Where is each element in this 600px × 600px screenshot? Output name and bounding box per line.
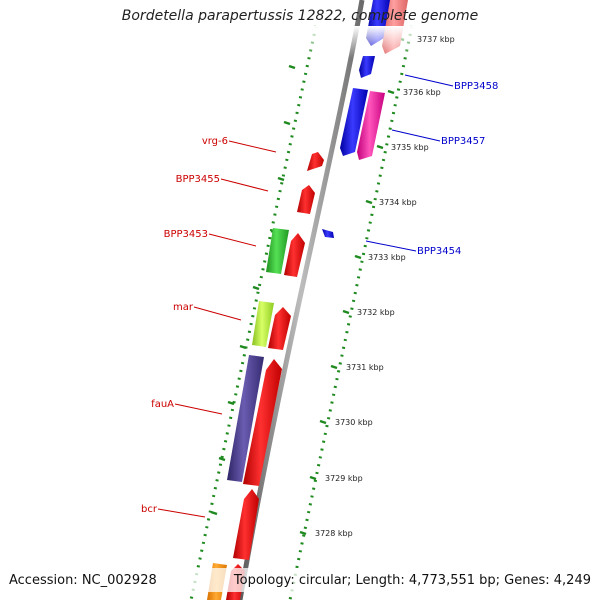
tick-mark <box>376 144 384 150</box>
gene-label-bpp3457: BPP3457 <box>441 136 485 147</box>
tick-mark <box>288 64 296 70</box>
forward-strand-genes <box>207 152 324 600</box>
tick-mark <box>239 344 247 350</box>
gene-arrow-red-long <box>243 359 282 486</box>
kbp-label: 3737 kbp <box>417 35 455 44</box>
leader-bcr <box>157 508 206 518</box>
gene-arrow-mar-lime <box>252 301 274 347</box>
kbp-label: 3731 kbp <box>346 363 384 372</box>
tick-mark <box>283 120 291 126</box>
leader-fauA <box>174 403 223 415</box>
gene-label-fauA: fauA <box>151 399 174 410</box>
tick-mark <box>342 309 350 315</box>
kbp-label: 3733 kbp <box>368 253 406 262</box>
gene-arrow-bcr <box>233 489 259 560</box>
forward-gene-labels: vrg-6 BPP3455 BPP3453 mar fauA bcr <box>141 136 228 515</box>
gene-label-bpp3453: BPP3453 <box>164 229 208 240</box>
tick-lanes <box>189 25 414 600</box>
kbp-label: 3735 kbp <box>391 143 429 152</box>
tick-mark <box>299 530 307 536</box>
tick-mark <box>309 475 317 481</box>
kbp-labels: 3728 kbp 3729 kbp 3730 kbp 3731 kbp 3732… <box>315 35 455 538</box>
tick-mark <box>330 364 338 370</box>
leader-vrg-6 <box>228 140 277 153</box>
tick-mark <box>365 199 373 205</box>
topology-text: Topology: circular; Length: 4,773,551 bp… <box>233 573 591 588</box>
kbp-label: 3736 kbp <box>403 88 441 97</box>
tick-mark <box>277 176 285 182</box>
label-leaders <box>157 74 454 518</box>
gene-label-bpp3454: BPP3454 <box>417 246 461 257</box>
leader-bpp3454 <box>365 240 417 252</box>
accession-text: Accession: NC_002928 <box>9 573 157 588</box>
tick-mark <box>354 254 362 260</box>
gene-arrow-red-b <box>268 307 291 350</box>
gene-label-bpp3455: BPP3455 <box>176 174 220 185</box>
reverse-gene-labels: BPP3458 BPP3457 BPP3454 <box>417 81 498 257</box>
gene-label-mar: mar <box>173 302 194 313</box>
gene-arrow-bpp3455 <box>297 185 315 214</box>
outer-left-lane <box>189 25 318 600</box>
tick-mark <box>252 285 260 291</box>
tick-mark <box>218 456 226 462</box>
inner-right-lane <box>288 25 414 600</box>
tick-mark <box>319 419 327 425</box>
kbp-label: 3728 kbp <box>315 529 353 538</box>
kbp-label: 3732 kbp <box>357 308 395 317</box>
gene-arrow-pink <box>357 91 385 160</box>
kbp-label: 3729 kbp <box>325 474 363 483</box>
leader-bpp3455 <box>220 178 269 192</box>
gene-arrow-red-a <box>284 233 305 277</box>
leader-bpp3458 <box>404 74 454 87</box>
gene-arrow-bpp3453-green <box>266 228 289 274</box>
gene-arrow-fauA-purple <box>227 355 264 482</box>
tick-mark <box>210 510 218 516</box>
footer-band <box>0 568 600 592</box>
gene-arrow-blue-bpp3454 <box>322 229 334 238</box>
tick-mark <box>227 400 235 406</box>
gene-arrow-blue-small <box>359 56 375 78</box>
leader-bpp3457 <box>391 129 441 142</box>
tick-mark <box>387 89 395 95</box>
top-fade <box>0 26 600 58</box>
kbp-label: 3730 kbp <box>335 418 373 427</box>
map-title: Bordetella parapertussis 12822, complete… <box>121 8 479 24</box>
gene-label-bcr: bcr <box>141 504 158 515</box>
leader-mar <box>193 306 242 321</box>
leader-bpp3453 <box>208 233 257 247</box>
gene-arrow-vrg-6 <box>307 152 324 171</box>
kbp-label: 3734 kbp <box>379 198 417 207</box>
gene-label-bpp3458: BPP3458 <box>454 81 498 92</box>
gene-label-vrg-6: vrg-6 <box>202 136 228 147</box>
gene-arrow-blue-bpp3457 <box>340 88 368 156</box>
